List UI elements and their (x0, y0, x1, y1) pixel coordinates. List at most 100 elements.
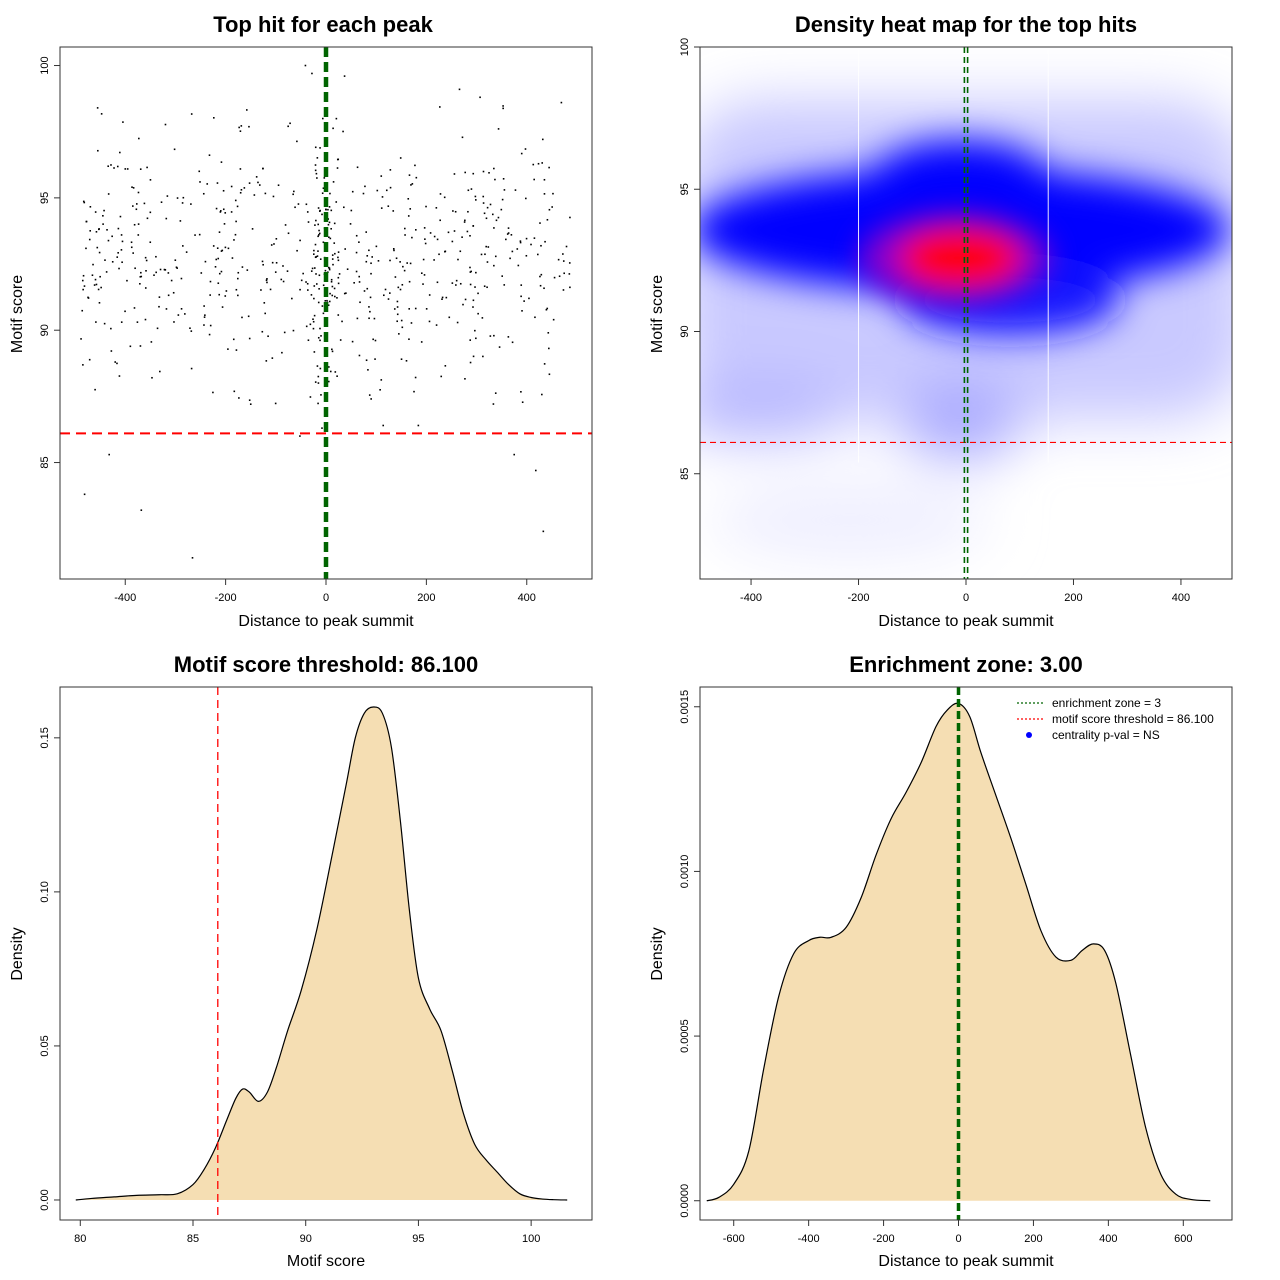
scatter-point (335, 117, 338, 120)
scatter-ytick-label: 100 (39, 56, 51, 74)
scatter-point (284, 224, 287, 226)
distance-density-ylabel: Density (649, 927, 666, 980)
scatter-point (464, 219, 466, 222)
scatter-point (121, 240, 124, 243)
scatter-point (542, 530, 545, 533)
scatter-point (422, 283, 424, 285)
scatter-point (332, 127, 334, 130)
scatter-point (299, 435, 301, 437)
scatter-point (206, 183, 209, 185)
scatter-point (167, 294, 170, 297)
scatter-point (355, 234, 358, 237)
scatter-point (218, 293, 221, 296)
scatter-point (330, 227, 332, 230)
scatter-point (247, 315, 250, 318)
scatter-point (373, 317, 376, 320)
scatter-point (176, 267, 178, 269)
scatter-point (82, 200, 85, 203)
distance-density-xtick-label: 0 (955, 1233, 961, 1245)
score-density-ticks: 80 85 90 95 100 0.00 0.05 0.10 0.15 (39, 727, 540, 1245)
scatter-point (312, 320, 315, 323)
scatter-point (328, 366, 330, 368)
scatter-point (119, 215, 122, 218)
scatter-point (369, 296, 372, 299)
score-density-ylabel: Density (9, 927, 26, 980)
scatter-point (548, 373, 551, 376)
scatter-point (547, 332, 550, 334)
scatter-point (277, 184, 280, 187)
scatter-point (337, 282, 340, 285)
scatter-point (153, 274, 155, 276)
scatter-point (435, 207, 438, 209)
scatter-point (370, 262, 372, 265)
scatter-point (83, 493, 86, 496)
scatter-point (402, 265, 404, 268)
scatter-point (165, 308, 168, 310)
scatter-point (198, 233, 201, 236)
heatmap-xtick-label: -400 (740, 592, 762, 604)
scatter-point (140, 271, 142, 274)
scatter-point (322, 284, 325, 287)
scatter-point (493, 227, 495, 229)
scatter-point (174, 259, 177, 261)
scatter-point (517, 264, 520, 267)
scatter-point (553, 276, 556, 279)
scatter-point (464, 171, 467, 174)
scatter-point (287, 125, 289, 128)
scatter-point (343, 75, 346, 77)
scatter-point (317, 402, 319, 405)
scatter-point (541, 138, 544, 141)
scatter-point (451, 282, 454, 284)
scatter-point (145, 259, 148, 262)
scatter-point (239, 168, 242, 170)
scatter-point (224, 212, 227, 214)
scatter-point (213, 117, 215, 119)
scatter-point (368, 249, 370, 252)
scatter-point (98, 302, 101, 304)
scatter-ytick-label: 85 (39, 456, 51, 468)
scatter-point (235, 349, 238, 351)
scatter-point (407, 198, 410, 200)
scatter-point (315, 283, 318, 285)
scatter-point (401, 283, 404, 286)
distance-density-ytick-label: 0.0015 (679, 690, 691, 724)
scatter-point (296, 249, 298, 252)
scatter-point (302, 272, 304, 275)
scatter-point (494, 255, 497, 258)
scatter-point (544, 240, 546, 243)
scatter-point (344, 248, 346, 250)
scatter-point (82, 274, 85, 277)
scatter-point (420, 341, 423, 343)
scatter-point (262, 263, 264, 266)
scatter-point (377, 260, 380, 262)
scatter-point (484, 253, 486, 256)
scatter-point (149, 179, 152, 181)
scatter-point (209, 324, 212, 327)
scatter-point (353, 282, 355, 284)
scatter-point (253, 194, 256, 196)
scatter-point (94, 211, 97, 213)
scatter-point (93, 284, 96, 286)
scatter-point (144, 287, 147, 289)
scatter-point (356, 166, 359, 169)
scatter-point (257, 181, 259, 184)
scatter-point (314, 256, 317, 259)
scatter-point (525, 254, 528, 257)
scatter-point (144, 256, 147, 259)
scatter-point (326, 299, 328, 302)
scatter-point (99, 275, 101, 278)
scatter-point (514, 189, 517, 191)
scatter-point (275, 238, 278, 240)
scatter-point (404, 227, 406, 230)
scatter-point (453, 230, 456, 232)
scatter-point (384, 288, 387, 291)
scatter-point (98, 228, 100, 230)
distance-density-xtick-label: -400 (798, 1233, 820, 1245)
heatmap-plot-frame (699, 46, 1233, 580)
score-density-ytick-label: 0.10 (39, 881, 51, 902)
scatter-point (300, 279, 303, 282)
scatter-point (452, 210, 454, 212)
scatter-point (296, 140, 298, 143)
scatter-point (248, 125, 250, 128)
